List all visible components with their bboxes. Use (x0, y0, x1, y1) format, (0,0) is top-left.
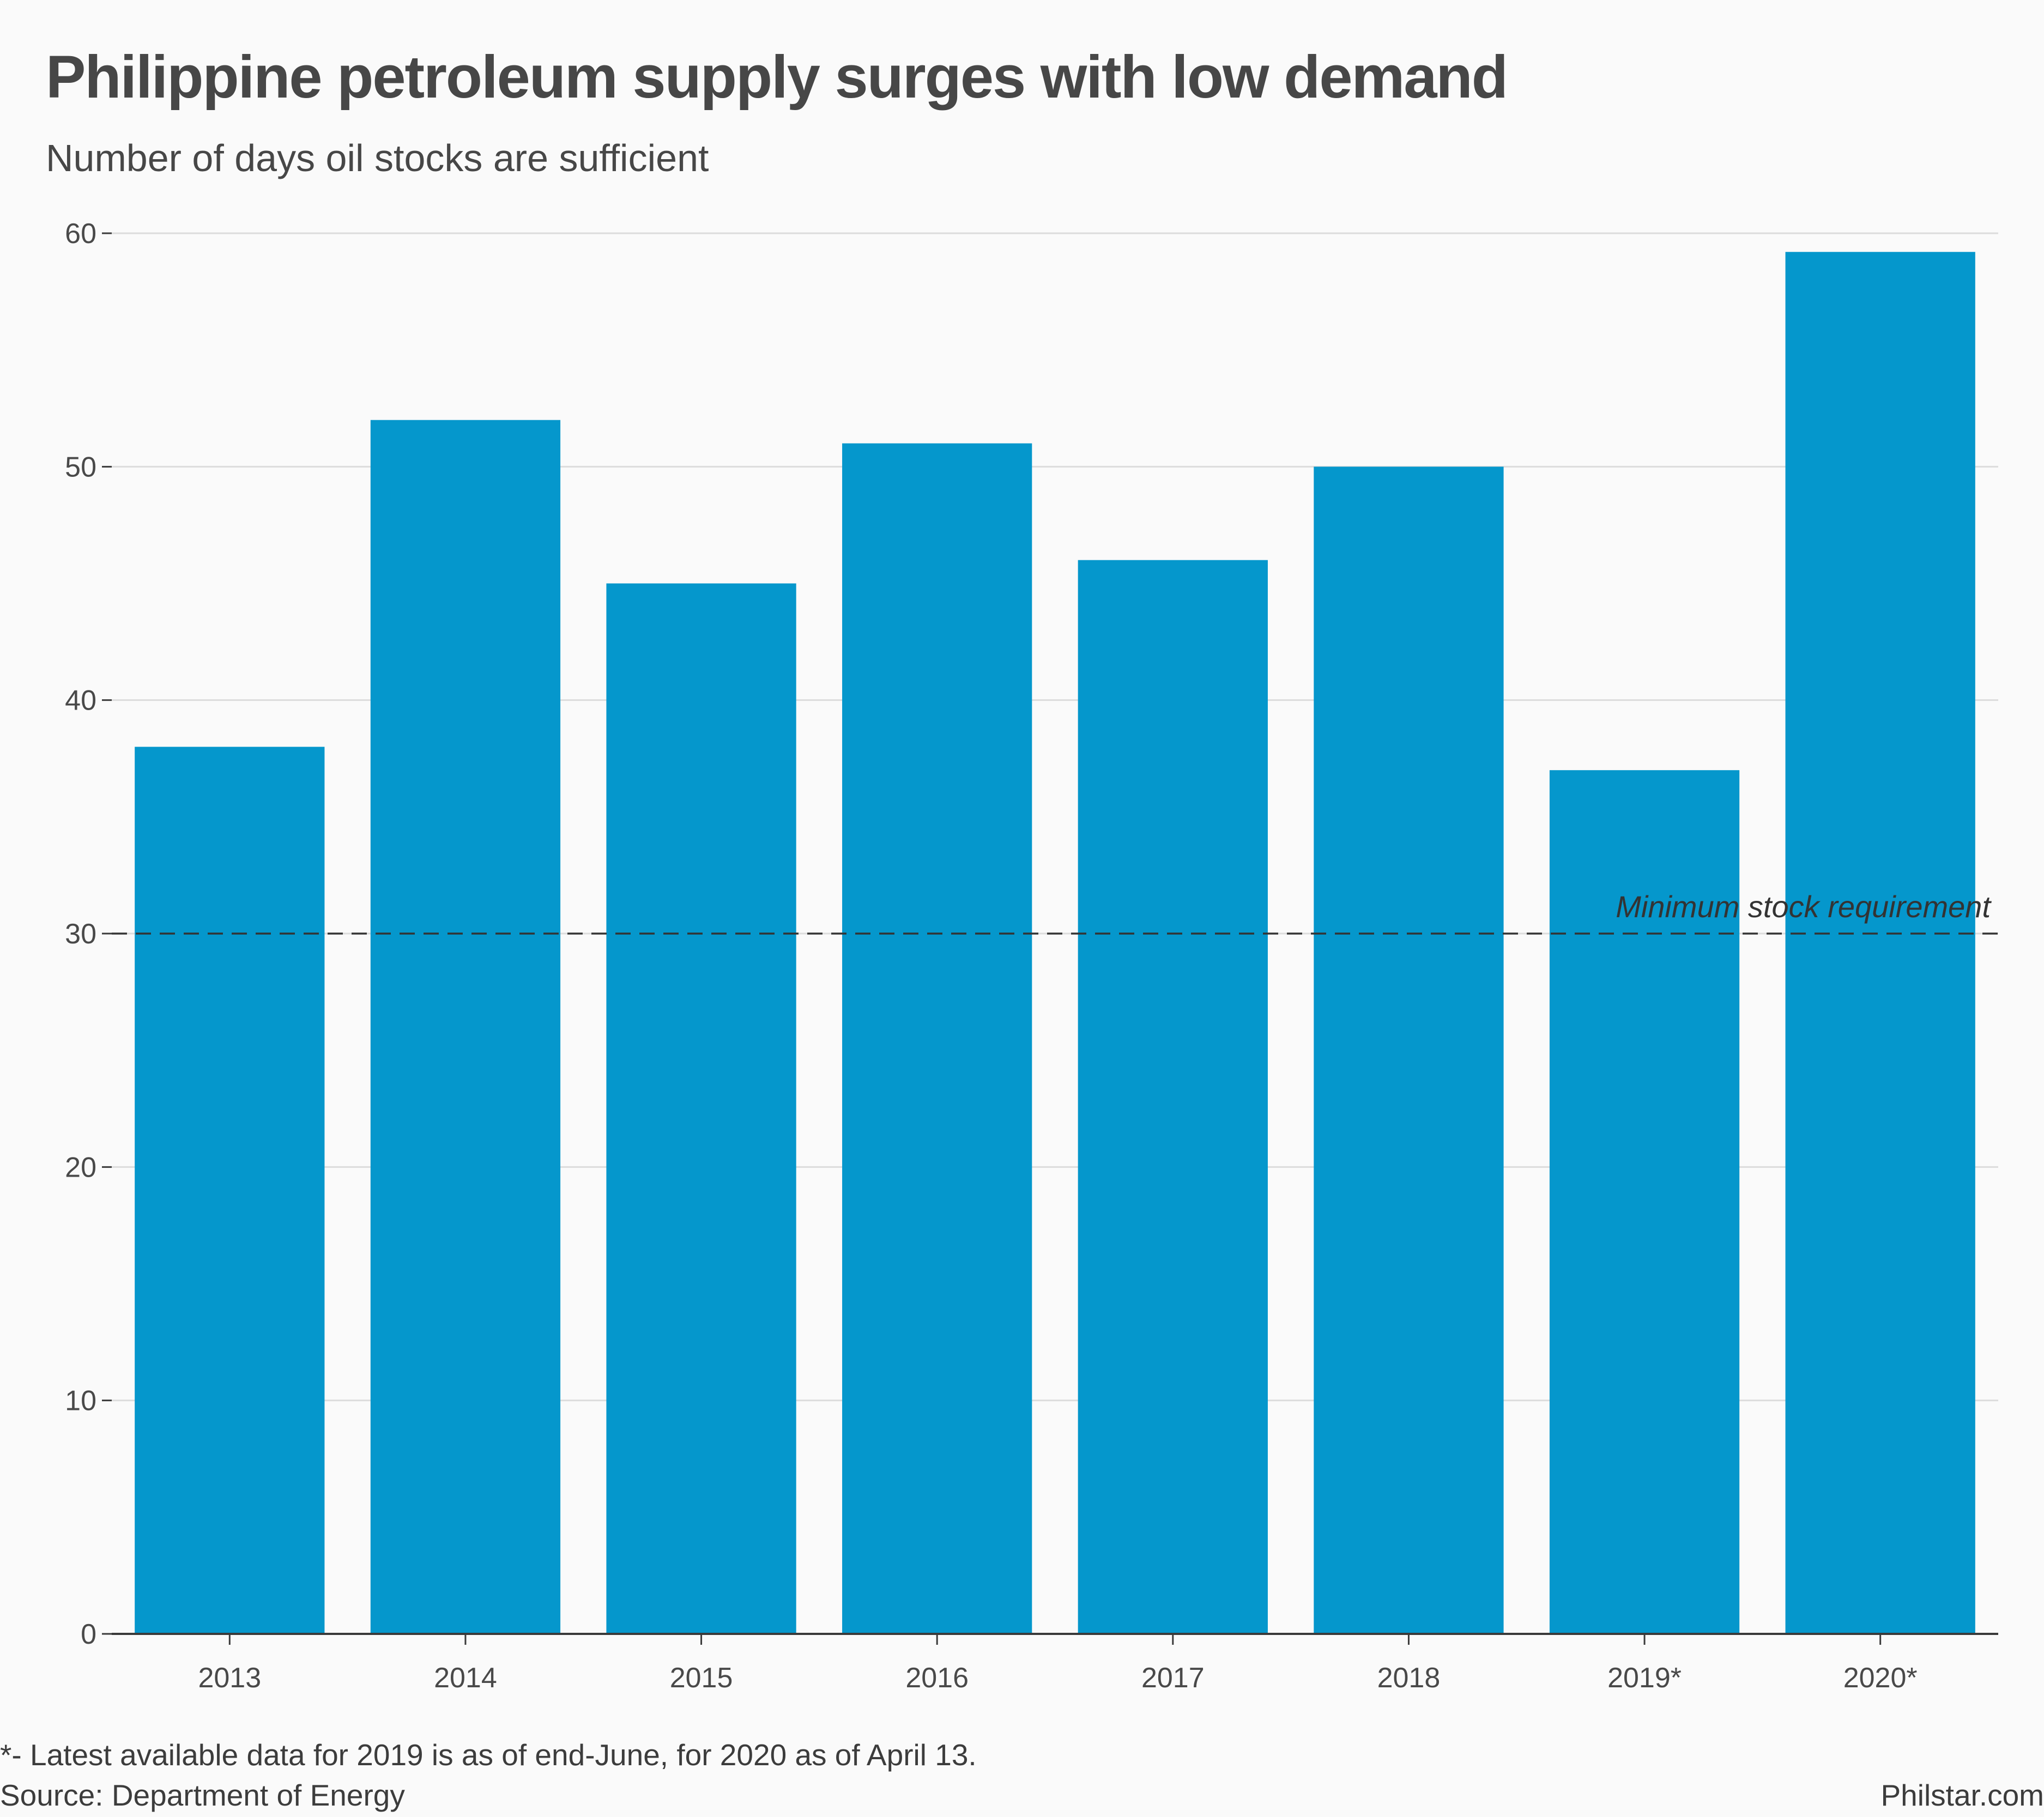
publisher-credit: Philstar.com (1880, 1778, 2044, 1812)
chart-subtitle: Number of days oil stocks are sufficient (46, 137, 709, 179)
reference-line-group: Minimum stock requirement (112, 889, 1998, 935)
bar-2015 (606, 583, 796, 1634)
x-tick-label: 2016 (905, 1662, 969, 1694)
tick-labels: 0 10 20 30 40 50 60 2013 2014 2015 2016 2017 2018 201… (65, 218, 1917, 1694)
y-tick-label: 40 (65, 685, 96, 717)
x-tick-label: 2014 (434, 1662, 497, 1694)
x-tick-label: 2020* (1843, 1662, 1918, 1694)
bar-2019 (1549, 770, 1740, 1634)
bars (135, 252, 1975, 1634)
y-tick-label: 10 (65, 1385, 96, 1417)
x-tick-label: 2018 (1377, 1662, 1441, 1694)
bar-2014 (370, 420, 561, 1634)
y-tick-label: 30 (65, 918, 96, 950)
bar-2020 (1785, 252, 1975, 1634)
y-tick-label: 50 (65, 451, 96, 483)
bar-chart: Minimum stock requirement 0 10 20 30 40 50 60 2… (65, 218, 1998, 1694)
y-tick-label: 0 (81, 1619, 96, 1650)
bar-2018 (1314, 467, 1504, 1634)
bar-2013 (135, 747, 325, 1634)
x-tick-label: 2013 (198, 1662, 261, 1694)
bar-2016 (842, 443, 1032, 1634)
y-tick-label: 20 (65, 1152, 96, 1183)
footnote: *- Latest available data for 2019 is as … (0, 1738, 977, 1772)
bar-2017 (1078, 560, 1268, 1634)
chart-title: Philippine petroleum supply surges with … (46, 44, 1508, 111)
y-tick-label: 60 (65, 218, 96, 250)
reference-line-label: Minimum stock requirement (1616, 889, 1992, 924)
x-tick-label: 2017 (1141, 1662, 1205, 1694)
axes (102, 232, 1998, 1645)
x-tick-label: 2019* (1607, 1662, 1682, 1694)
source-note: Source: Department of Energy (0, 1778, 405, 1812)
x-tick-label: 2015 (670, 1662, 733, 1694)
